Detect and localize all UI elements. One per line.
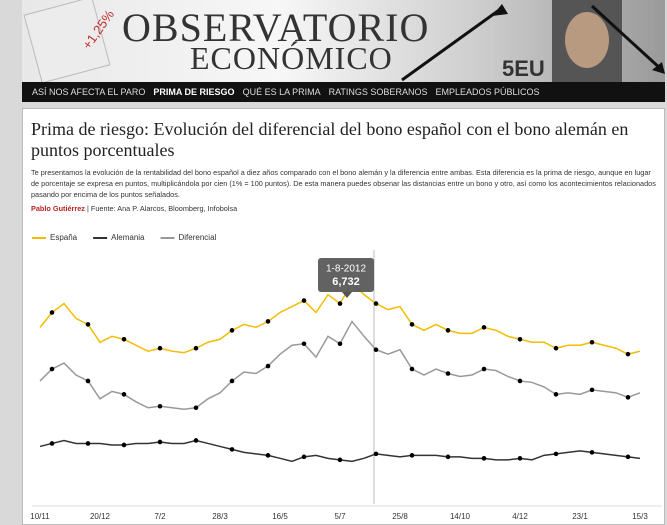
event-dot <box>122 392 127 397</box>
byline: Pablo Gutiérrez | Fuente: Ana P. Alarcos… <box>31 204 237 213</box>
event-dot <box>266 319 271 324</box>
event-dot <box>266 453 271 458</box>
chart: España Alemania Diferencial 10/11 20/12 7/2 28… <box>22 228 665 525</box>
event-dot <box>410 322 415 327</box>
event-dot <box>158 346 163 351</box>
event-dot <box>626 455 631 460</box>
banner-text: 5EU <box>502 56 545 82</box>
x-tick-label: 16/5 <box>272 512 288 521</box>
event-dot <box>86 379 91 384</box>
event-dot <box>410 367 415 372</box>
event-dot <box>590 340 595 345</box>
event-dot <box>50 367 55 372</box>
nav-bar: ASÍ NOS AFECTA EL PARO PRIMA DE RIESGO Q… <box>22 82 665 102</box>
page: {"header": {"title_line1": "OBSERVATORIO… <box>0 0 667 525</box>
event-dot <box>50 310 55 315</box>
event-dot <box>158 404 163 409</box>
event-dot <box>446 328 451 333</box>
event-dot <box>626 395 631 400</box>
event-dot <box>446 371 451 376</box>
legend-label: Diferencial <box>179 233 217 242</box>
event-dot <box>374 301 379 306</box>
nav-link[interactable]: EMPLEADOS PÚBLICOS <box>435 87 539 97</box>
article-title: Prima de riesgo: Evolución del diferenci… <box>31 119 651 161</box>
event-dot <box>590 388 595 393</box>
nav-link[interactable]: ASÍ NOS AFECTA EL PARO <box>32 87 145 97</box>
event-dot <box>374 347 379 352</box>
event-dot <box>518 337 523 342</box>
event-dot <box>122 337 127 342</box>
event-dot <box>86 322 91 327</box>
event-dot <box>482 456 487 461</box>
nav-link-active[interactable]: PRIMA DE RIESGO <box>153 87 234 97</box>
x-tick-label: 14/10 <box>450 512 471 521</box>
author[interactable]: Pablo Gutiérrez <box>31 204 85 213</box>
x-tick-label: 5/7 <box>334 512 346 521</box>
header-banner: OBSERVATORIO ECONÓMICO +1,25% 5EU <box>22 0 665 82</box>
event-dot <box>518 456 523 461</box>
event-dot <box>446 455 451 460</box>
event-dot <box>302 341 307 346</box>
event-dot <box>626 352 631 357</box>
event-dot <box>230 328 235 333</box>
event-dot <box>86 441 91 446</box>
event-dot <box>194 405 199 410</box>
x-tick-label: 23/1 <box>572 512 588 521</box>
event-dot <box>194 438 199 443</box>
event-dot <box>50 441 55 446</box>
x-tick-label: 20/12 <box>90 512 111 521</box>
event-dot <box>590 450 595 455</box>
x-tick-label: 15/3 <box>632 512 648 521</box>
event-dot <box>338 341 343 346</box>
tooltip-value: 6,732 <box>332 276 360 288</box>
event-dot <box>230 447 235 452</box>
source: | Fuente: Ana P. Alarcos, Bloomberg, Inf… <box>87 204 237 213</box>
event-dot <box>482 367 487 372</box>
x-tick-label: 4/12 <box>512 512 528 521</box>
event-dot <box>338 301 343 306</box>
x-tick-label: 7/2 <box>154 512 166 521</box>
x-tick-label: 25/8 <box>392 512 408 521</box>
event-dot <box>410 453 415 458</box>
event-dot <box>554 392 559 397</box>
x-tick-label: 10/11 <box>30 512 50 521</box>
event-dot <box>302 298 307 303</box>
series-line <box>40 321 640 409</box>
event-dot <box>158 440 163 445</box>
nav-link[interactable]: QUÉ ES LA PRIMA <box>243 87 321 97</box>
event-dot <box>554 346 559 351</box>
event-dot <box>518 379 523 384</box>
event-dot <box>554 452 559 457</box>
event-dot <box>194 346 199 351</box>
event-dot <box>266 364 271 369</box>
nav-link[interactable]: RATINGS SOBERANOS <box>329 87 428 97</box>
event-dot <box>122 443 127 448</box>
legend-label: Alemania <box>111 233 145 242</box>
event-dot <box>374 452 379 457</box>
event-dot <box>302 455 307 460</box>
site-subtitle: ECONÓMICO <box>190 40 393 77</box>
article-intro: Te presentamos la evolución de la rentab… <box>31 167 659 200</box>
tooltip-date: 1-8-2012 <box>326 264 366 275</box>
x-tick-label: 28/3 <box>212 512 228 521</box>
event-dot <box>482 325 487 330</box>
event-dot <box>338 458 343 463</box>
legend-label: España <box>50 233 78 242</box>
event-dot <box>230 379 235 384</box>
